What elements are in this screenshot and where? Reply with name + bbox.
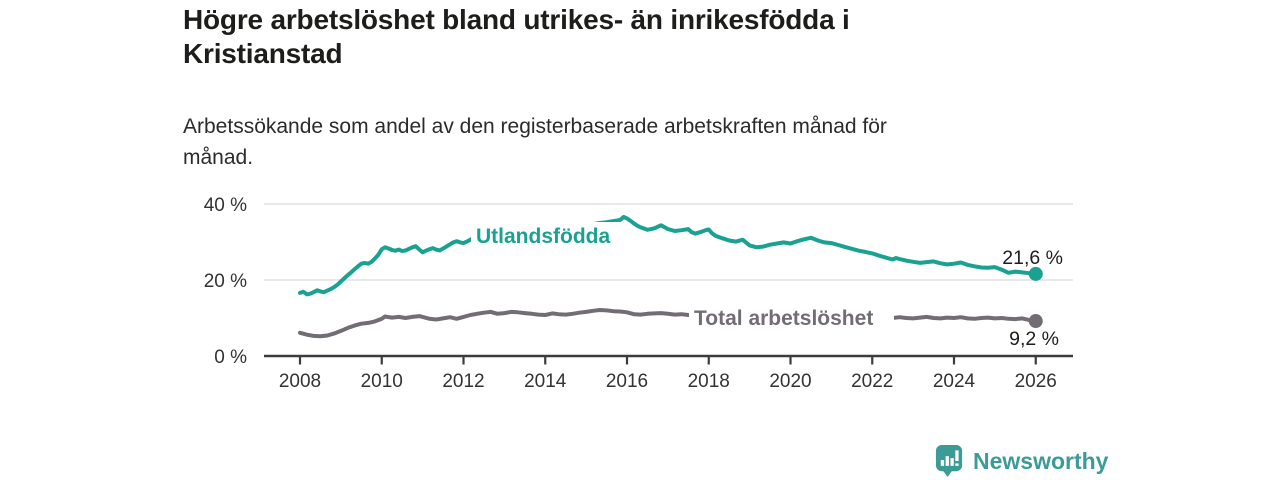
series-label: Utlandsfödda <box>476 225 610 248</box>
series-end-dot <box>1028 314 1043 329</box>
series-label-mask <box>689 301 894 330</box>
x-tick-label: 2018 <box>688 371 730 392</box>
x-tick-label: 2014 <box>524 371 567 392</box>
bar-chart-speech-bubble-icon <box>935 445 963 477</box>
series-end-dot <box>1028 266 1043 281</box>
x-tick-label: 2010 <box>361 371 403 392</box>
series-label-mask <box>471 222 623 248</box>
brand-footer: Newsworthy <box>934 444 1108 479</box>
chart-title: Högre arbetslöshet bland utrikes- än inr… <box>183 4 850 69</box>
series-line-1 <box>298 308 1038 339</box>
y-tick-label: 40 % <box>204 195 247 216</box>
chart-subtitle: Arbetssökande som andel av den registerb… <box>183 115 887 170</box>
series-line-0 <box>298 214 1038 297</box>
x-tick-label: 2012 <box>442 371 484 392</box>
brand-wordmark: Newsworthy <box>973 448 1109 474</box>
x-tick-label: 2016 <box>606 371 648 392</box>
x-tick-label: 2008 <box>279 371 321 392</box>
series-label: Total arbetslöshet <box>694 307 873 330</box>
x-tick-label: 2020 <box>769 371 811 392</box>
series-end-value: 21,6 % <box>1002 247 1063 269</box>
y-tick-label: 0 % <box>214 347 247 368</box>
y-tick-label: 20 % <box>204 271 247 292</box>
series-end-value: 9,2 % <box>1009 328 1059 350</box>
x-tick-label: 2026 <box>1015 371 1057 392</box>
x-tick-label: 2022 <box>851 371 893 392</box>
x-tick-label: 2024 <box>933 371 976 392</box>
